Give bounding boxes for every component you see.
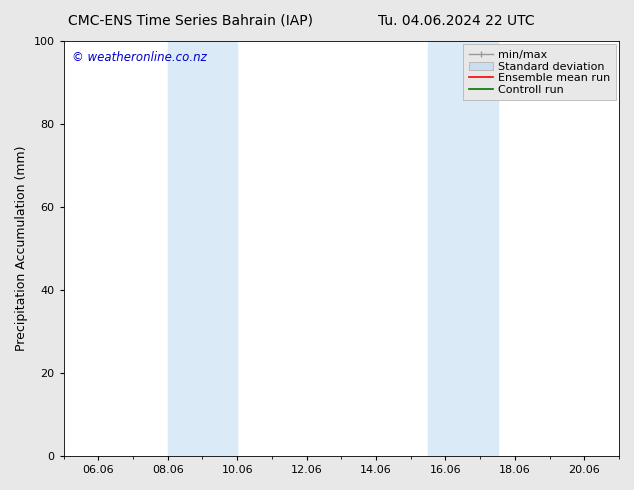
Bar <box>428 41 498 456</box>
Text: © weatheronline.co.nz: © weatheronline.co.nz <box>72 51 207 64</box>
Y-axis label: Precipitation Accumulation (mm): Precipitation Accumulation (mm) <box>15 146 28 351</box>
Text: CMC-ENS Time Series Bahrain (IAP): CMC-ENS Time Series Bahrain (IAP) <box>68 14 313 28</box>
Bar <box>168 41 237 456</box>
Legend: min/max, Standard deviation, Ensemble mean run, Controll run: min/max, Standard deviation, Ensemble me… <box>463 45 616 100</box>
Text: Tu. 04.06.2024 22 UTC: Tu. 04.06.2024 22 UTC <box>378 14 535 28</box>
